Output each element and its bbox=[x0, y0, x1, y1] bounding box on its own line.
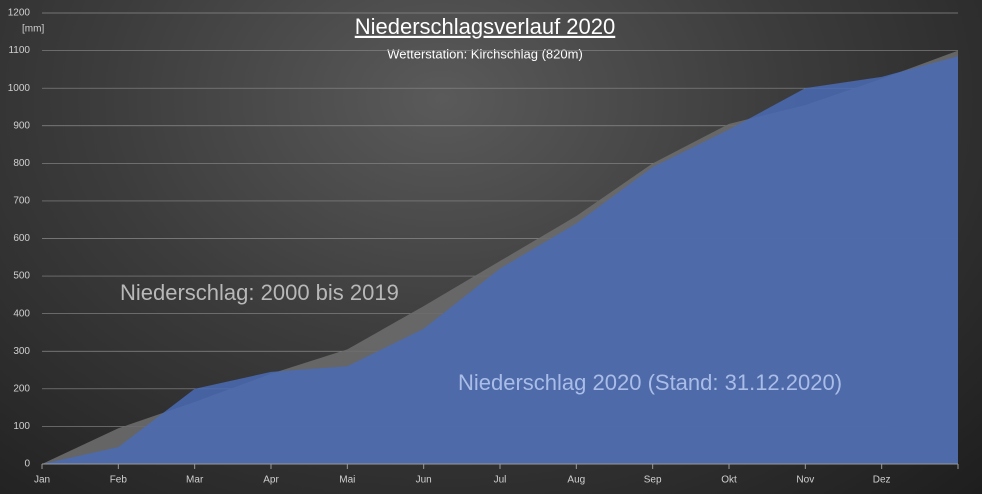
x-tick-label: Aug bbox=[567, 475, 585, 486]
x-tick-label: Jul bbox=[494, 475, 507, 486]
y-tick-label: 1200 bbox=[8, 8, 31, 19]
y-tick-label: 0 bbox=[24, 459, 30, 470]
x-tick-label: Mar bbox=[186, 475, 204, 486]
x-tick-label: Feb bbox=[110, 475, 128, 486]
x-tick-label: Jan bbox=[34, 475, 50, 486]
y-tick-label: 200 bbox=[13, 383, 30, 394]
x-tick-label: Dez bbox=[873, 475, 891, 486]
x-tick-label: Jun bbox=[416, 475, 432, 486]
area bbox=[42, 56, 958, 465]
x-tick-label: Mai bbox=[339, 475, 355, 486]
y-tick-label: 600 bbox=[13, 233, 30, 244]
y-tick-label: 700 bbox=[13, 196, 30, 207]
chart-title: Niederschlagsverlauf 2020 bbox=[355, 14, 616, 39]
chart-subtitle: Wetterstation: Kirchschlag (820m) bbox=[387, 46, 583, 61]
y-tick-label: 400 bbox=[13, 308, 30, 319]
x-tick-label: Sep bbox=[644, 475, 662, 486]
y-axis-label: [mm] bbox=[22, 24, 44, 35]
y-tick-label: 500 bbox=[13, 271, 30, 282]
x-tick-label: Nov bbox=[796, 475, 814, 486]
y-tick-label: 900 bbox=[13, 120, 30, 131]
y-tick-label: 1100 bbox=[8, 45, 30, 56]
y-tick-label: 1000 bbox=[8, 83, 31, 94]
series-label: Niederschlag: 2000 bis 2019 bbox=[120, 280, 399, 305]
y-tick-label: 100 bbox=[13, 421, 30, 432]
y-tick-label: 300 bbox=[13, 346, 30, 357]
x-tick-label: Apr bbox=[263, 475, 279, 486]
series-label: Niederschlag 2020 (Stand: 31.12.2020) bbox=[458, 370, 842, 395]
x-tick-label: Okt bbox=[721, 475, 737, 486]
y-tick-label: 800 bbox=[13, 158, 30, 169]
